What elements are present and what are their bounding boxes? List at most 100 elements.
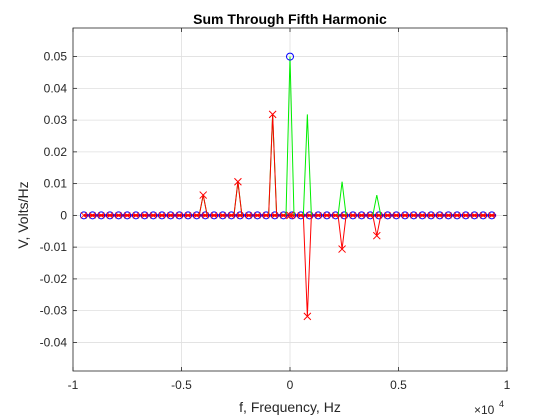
baseline-x-marker [280,212,287,219]
baseline-circle-marker [409,211,418,220]
baseline-x-marker [401,212,409,219]
baseline-circle-marker [97,211,106,220]
baseline-x-marker [410,212,417,219]
baseline-circle-marker [149,211,158,220]
baseline-circle-marker [444,211,453,220]
y-tick-label: 0.05 [44,50,68,64]
baseline-x-marker [479,212,487,219]
baseline-circle-marker [244,211,253,220]
baseline-circle-marker [236,211,245,220]
baseline-circle-marker [418,211,427,220]
baseline-x-marker [323,212,331,219]
data-point-x [199,191,208,199]
baseline-circle-marker [270,211,279,220]
baseline-circle-marker [366,211,375,220]
baseline-circle-marker [340,211,349,220]
y-axis-label: V, Volts/Hz [15,181,31,248]
data-point-x [268,110,277,119]
baseline-circle-marker [479,211,488,220]
data-point-x [303,312,312,321]
baseline-x-marker [80,212,88,219]
baseline-x-marker [427,212,435,219]
baseline-x-marker [123,212,131,219]
baseline-circle-marker [383,211,392,220]
baseline-circle-marker [79,211,88,220]
chart-title: Sum Through Fifth Harmonic [193,11,387,27]
baseline-x-marker [219,212,227,219]
baseline-circle-marker [401,211,409,220]
x-tick-label: 0 [287,378,294,392]
baseline-x-marker [471,212,478,219]
baseline-x-marker [245,212,253,219]
x-tick-label: 1 [504,378,511,392]
baseline-circle-marker [105,211,114,220]
baseline-x-marker [462,212,470,219]
x-tick-label: -1 [68,378,79,392]
baseline-circle-marker [348,211,357,220]
baseline-circle-marker [288,211,297,220]
baseline-circle-marker [88,211,97,220]
baseline-circle-marker [296,211,305,220]
baseline-circle-marker [487,211,496,220]
data-point-x [338,245,346,253]
baseline-circle-marker [262,211,271,220]
spike-line [285,56,295,216]
baseline-x-marker [436,212,444,219]
baseline-x-marker [176,212,183,219]
x-exponent-base: ×10 [474,403,495,417]
baseline-circle-marker [201,211,210,220]
spike-line [302,114,312,216]
baseline-circle-marker [175,211,184,220]
baseline-x-marker [419,212,426,219]
baseline-x-marker [184,212,192,219]
baseline-circle-marker [210,211,219,220]
spike-line [337,181,347,216]
baseline-x-marker [202,212,209,219]
baseline-x-marker [210,212,218,219]
baseline-circle-marker [279,211,288,220]
baseline-x-marker [106,212,114,219]
y-tick-label: 0.02 [44,145,68,159]
baseline-circle-marker [331,211,340,220]
y-tick-label: 0 [60,208,67,222]
baseline-circle-marker [461,211,470,220]
baseline-x-marker [375,212,383,219]
y-tick-label: 0.04 [44,81,68,95]
baseline-x-marker [141,212,148,219]
y-tick-label: 0.01 [44,177,68,191]
baseline-circle-marker [166,211,175,220]
baseline-x-marker [158,212,166,219]
baseline-circle-marker [314,211,323,220]
baseline-x-marker [89,212,96,219]
baseline-x-marker [97,212,105,219]
baseline-x-marker [358,212,365,219]
y-tick-label: -0.02 [40,272,68,286]
baseline-circle-marker [427,211,435,220]
data-point-x [372,231,381,240]
baseline-x-marker [115,212,122,219]
baseline-circle-marker [357,211,366,220]
y-tick-label: -0.04 [40,335,68,349]
baseline-circle-marker [114,211,123,220]
baseline-circle-marker [140,211,149,220]
baseline-x-marker [132,212,140,219]
baseline-x-marker [349,212,357,219]
series-2 [198,110,382,321]
baseline-x-marker [367,212,374,219]
data-point-circle [286,52,294,61]
baseline-x-marker [332,212,339,219]
y-tick-label: -0.01 [40,240,68,254]
baseline-circle-marker [435,211,444,220]
baseline-x-marker [488,212,496,219]
baseline-circle-marker [470,211,479,220]
baseline-circle-marker [192,211,201,220]
x-exponent-power: 4 [499,399,504,409]
baseline-circle-marker [158,211,166,220]
baseline-x-marker [254,212,261,219]
baseline-circle-marker [453,211,462,220]
axes [72,27,508,372]
tick-labels: -1 -0.5 0 0.5 1 -0.04 -0.03 -0.02 -0.01 0 0.01 0.02… [40,50,511,392]
data-point-x [286,211,294,220]
